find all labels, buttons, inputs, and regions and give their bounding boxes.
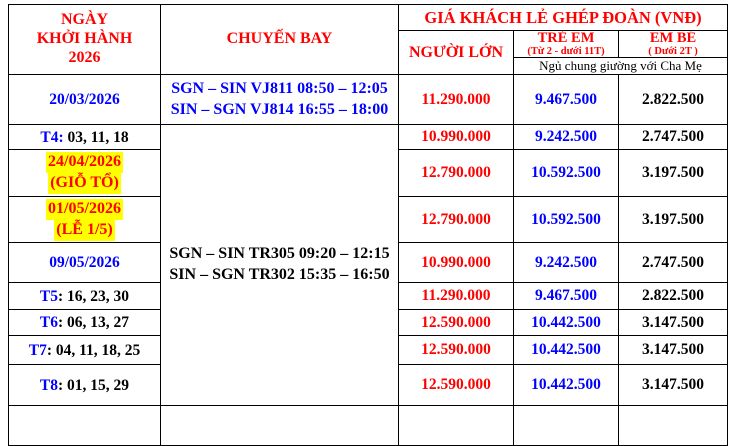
holiday-date: 24/04/2026 — [46, 152, 123, 174]
table-row: 01/05/2026 (LỄ 1/5) 12.790.000 10.592.50… — [8, 196, 729, 244]
infant-price-cell: 2.747.500 — [617, 124, 729, 151]
departure-date-cell: T6: 06, 13, 27 — [8, 309, 161, 337]
adult-price-cell: 10.990.000 — [398, 124, 514, 151]
table-row: T4: 03, 11, 18 SGN – SIN TR305 09:20 – 1… — [8, 124, 729, 407]
departure-date-cell: 20/03/2026 — [8, 74, 161, 126]
infant-price-header: EM BÉ ( Dưới 2T ) — [617, 29, 729, 59]
table-row: T6: 06, 13, 27 12.590.000 10.442.500 3.1… — [8, 309, 729, 337]
weekday-dates: 03, 11, 18 — [63, 128, 129, 146]
price-group-header: GIÁ KHÁCH LẺ GHÉP ĐOÀN (VNĐ) — [397, 4, 729, 31]
adult-price-header: NGƯỜI LỚN — [398, 29, 514, 76]
table-row: T5: 16, 23, 30 11.290.000 9.467.500 2.82… — [8, 282, 729, 311]
weekday-label: T5 — [39, 287, 59, 305]
adult-price-cell: 12.590.000 — [398, 364, 514, 407]
header-row-3: Ngủ chung giường với Cha Mẹ — [9, 57, 729, 76]
header-row-1: NGÀY KHỞI HÀNH 2026 CHUYẾN BAY GIÁ KHÁCH… — [8, 3, 729, 76]
table-row: 20/03/2026 SGN – SIN VJ811 08:50 – 12:05… — [8, 74, 729, 126]
child-price-cell: 10.592.500 — [513, 149, 619, 198]
infant-price-cell — [617, 405, 729, 446]
departure-date-header: NGÀY KHỞI HÀNH 2026 — [8, 3, 161, 76]
adult-price-cell: 12.590.000 — [398, 335, 514, 366]
departure-date-cell: 01/05/2026 (LỄ 1/5) — [8, 196, 161, 244]
weekday-label: T4: — [40, 128, 64, 146]
child-price-cell: 10.442.500 — [513, 364, 619, 407]
child-price-cell: 10.442.500 — [513, 335, 619, 366]
infant-header-title: EM BÉ — [649, 30, 697, 46]
weekday-dates: : 01, 15, 29 — [58, 376, 130, 394]
holiday-name: (LỄ 1/5) — [54, 219, 115, 241]
table-row: T7: 04, 11, 18, 25 12.590.000 10.442.500… — [8, 335, 729, 366]
child-price-cell — [513, 405, 619, 446]
infant-price-cell: 3.147.500 — [617, 364, 729, 407]
departure-date-cell: T8: 01, 15, 29 — [8, 364, 161, 407]
adult-price-cell: 12.790.000 — [398, 196, 514, 244]
weekday-dates: : 04, 11, 18, 25 — [46, 341, 141, 359]
child-price-cell: 9.467.500 — [513, 74, 619, 126]
shared-bed-note: Ngủ chung giường với Cha Mẹ — [512, 57, 729, 76]
header-row-2: NGƯỜI LỚN TRẺ EM (Từ 2 - dưới 11T) EM BÉ… — [9, 29, 729, 76]
child-price-cell: 9.242.500 — [513, 242, 619, 284]
child-price-cell: 9.242.500 — [513, 124, 619, 151]
flight-info-cell — [160, 405, 399, 446]
adult-price-cell: 12.790.000 — [398, 149, 514, 198]
infant-price-cell: 3.147.500 — [617, 309, 729, 337]
weekday-label: T8 — [39, 376, 59, 394]
child-age-range: (Từ 2 - dưới 11T) — [527, 46, 605, 58]
child-price-cell: 9.467.500 — [513, 282, 619, 311]
departure-date-cell: T4: 03, 11, 18 — [8, 124, 161, 151]
flight-leg-return: SIN – SGN VJ814 16:55 – 18:00 — [170, 100, 389, 118]
adult-price-cell: 11.290.000 — [398, 282, 514, 311]
flight-info-cell: SGN – SIN TR305 09:20 – 12:15 SIN – SGN … — [160, 124, 399, 407]
table-row: 24/04/2026 (GIỖ TỔ) 12.790.000 10.592.50… — [8, 149, 729, 198]
flight-leg-outbound: SGN – SIN VJ811 08:50 – 12:05 — [171, 79, 388, 97]
holiday-date: 01/05/2026 — [46, 198, 123, 220]
infant-price-cell: 2.822.500 — [617, 282, 729, 311]
weekday-label: T7 — [28, 341, 47, 359]
flight-leg-return: SIN – SGN TR302 15:35 – 16:50 — [169, 266, 390, 284]
infant-price-cell: 2.747.500 — [617, 242, 729, 284]
infant-price-cell: 3.147.500 — [617, 335, 729, 366]
flight-leg-outbound: SGN – SIN TR305 09:20 – 12:15 — [169, 245, 390, 263]
departure-date-cell: T5: 16, 23, 30 — [8, 282, 161, 311]
child-price-cell: 10.592.500 — [513, 196, 619, 244]
table-row — [8, 405, 729, 446]
adult-price-cell — [398, 405, 514, 446]
child-header-title: TRẺ EM — [537, 30, 595, 46]
infant-price-cell: 3.197.500 — [617, 149, 729, 198]
infant-age-range: ( Dưới 2T ) — [648, 46, 698, 58]
tour-price-table: NGÀY KHỞI HÀNH 2026 CHUYẾN BAY GIÁ KHÁCH… — [8, 3, 729, 446]
table-row: 09/05/2026 10.990.000 9.242.500 2.747.50… — [8, 242, 729, 284]
weekday-dates: : 16, 23, 30 — [58, 287, 130, 305]
adult-price-cell: 12.590.000 — [398, 309, 514, 337]
infant-price-cell: 2.822.500 — [617, 74, 729, 126]
departure-date-cell — [8, 405, 161, 446]
weekday-label: T6 — [39, 314, 59, 332]
infant-price-cell: 3.197.500 — [617, 196, 729, 244]
child-price-header: TRẺ EM (Từ 2 - dưới 11T) — [513, 29, 619, 59]
holiday-name: (GIỖ TỔ) — [48, 173, 121, 195]
flight-header: CHUYẾN BAY — [160, 3, 399, 76]
adult-price-cell: 10.990.000 — [398, 242, 514, 284]
departure-date-cell: 24/04/2026 (GIỖ TỔ) — [8, 149, 161, 198]
flight-info-cell: SGN – SIN VJ811 08:50 – 12:05 SIN – SGN … — [160, 74, 399, 126]
child-price-cell: 10.442.500 — [513, 309, 619, 337]
adult-price-cell: 11.290.000 — [398, 74, 514, 126]
table-row: T8: 01, 15, 29 12.590.000 10.442.500 3.1… — [8, 364, 729, 407]
departure-date-cell: T7: 04, 11, 18, 25 — [8, 335, 161, 366]
weekday-dates: : 06, 13, 27 — [58, 314, 130, 332]
departure-date-cell: 09/05/2026 — [8, 242, 161, 284]
